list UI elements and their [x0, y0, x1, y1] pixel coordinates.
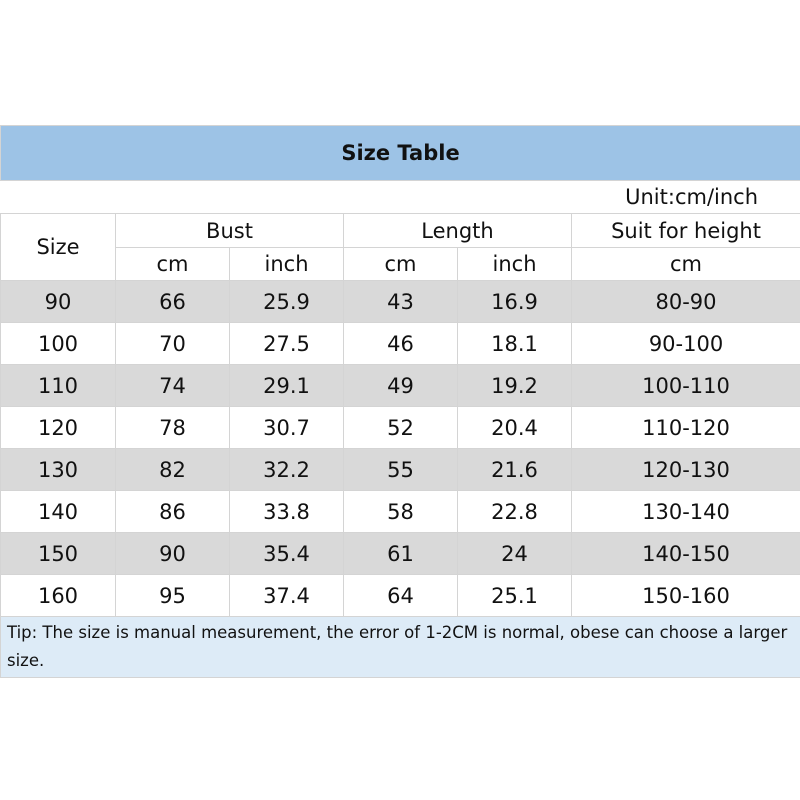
cell-length-cm: 46	[343, 322, 458, 365]
table-title: Size Table	[0, 125, 800, 181]
cell-bust-inch: 37.4	[229, 574, 344, 617]
cell-size: 130	[0, 448, 116, 491]
cell-length-cm: 58	[343, 490, 458, 533]
table-row: 120 78 30.7 52 20.4 110-120	[0, 406, 800, 449]
table-row: 90 66 25.9 43 16.9 80-90	[0, 280, 800, 323]
cell-bust-inch: 35.4	[229, 532, 344, 575]
cell-bust-cm: 70	[115, 322, 230, 365]
header-height-cm: cm	[570, 247, 800, 281]
cell-size: 110	[0, 364, 116, 407]
cell-size: 90	[0, 280, 116, 323]
cell-bust-inch: 29.1	[229, 364, 344, 407]
cell-length-inch: 19.2	[457, 364, 572, 407]
cell-bust-cm: 74	[115, 364, 230, 407]
header-bust: Bust	[115, 213, 344, 248]
cell-size: 160	[0, 574, 116, 617]
header-length-inch: inch	[457, 247, 572, 281]
cell-length-inch: 20.4	[457, 406, 572, 449]
cell-bust-cm: 86	[115, 490, 230, 533]
cell-bust-inch: 25.9	[229, 280, 344, 323]
table-row: 130 82 32.2 55 21.6 120-130	[0, 448, 800, 491]
cell-height-cm: 80-90	[570, 280, 800, 323]
table-row: 150 90 35.4 61 24 140-150	[0, 532, 800, 575]
cell-length-inch: 25.1	[457, 574, 572, 617]
header-bust-cm: cm	[115, 247, 230, 281]
cell-size: 100	[0, 322, 116, 365]
header-length-cm: cm	[343, 247, 458, 281]
cell-bust-inch: 30.7	[229, 406, 344, 449]
cell-length-cm: 49	[343, 364, 458, 407]
cell-bust-cm: 78	[115, 406, 230, 449]
cell-bust-cm: 90	[115, 532, 230, 575]
cell-bust-inch: 32.2	[229, 448, 344, 491]
header-bust-inch: inch	[229, 247, 344, 281]
cell-length-inch: 21.6	[457, 448, 572, 491]
header-length: Length	[343, 213, 572, 248]
cell-length-cm: 61	[343, 532, 458, 575]
cell-height-cm: 140-150	[570, 532, 800, 575]
size-table: Size Table Unit:cm/inch Size Bust Length…	[0, 125, 800, 678]
cell-bust-cm: 95	[115, 574, 230, 617]
cell-length-inch: 24	[457, 532, 572, 575]
table-row: 110 74 29.1 49 19.2 100-110	[0, 364, 800, 407]
cell-length-cm: 43	[343, 280, 458, 323]
cell-length-cm: 55	[343, 448, 458, 491]
table-row: 100 70 27.5 46 18.1 90-100	[0, 322, 800, 365]
cell-height-cm: 110-120	[570, 406, 800, 449]
cell-length-inch: 18.1	[457, 322, 572, 365]
cell-bust-inch: 27.5	[229, 322, 344, 365]
size-table-container: Size Table Unit:cm/inch Size Bust Length…	[0, 125, 800, 678]
cell-height-cm: 90-100	[570, 322, 800, 365]
cell-length-cm: 64	[343, 574, 458, 617]
unit-label: Unit:cm/inch	[0, 180, 800, 214]
table-row: 160 95 37.4 64 25.1 150-160	[0, 574, 800, 617]
cell-size: 120	[0, 406, 116, 449]
tip-note: Tip: The size is manual measurement, the…	[0, 616, 800, 678]
cell-length-cm: 52	[343, 406, 458, 449]
cell-bust-inch: 33.8	[229, 490, 344, 533]
cell-size: 150	[0, 532, 116, 575]
table-row: 140 86 33.8 58 22.8 130-140	[0, 490, 800, 533]
cell-height-cm: 120-130	[570, 448, 800, 491]
cell-height-cm: 150-160	[570, 574, 800, 617]
cell-length-inch: 22.8	[457, 490, 572, 533]
cell-size: 140	[0, 490, 116, 533]
cell-bust-cm: 82	[115, 448, 230, 491]
cell-height-cm: 100-110	[570, 364, 800, 407]
header-height: Suit for height	[570, 213, 800, 248]
cell-length-inch: 16.9	[457, 280, 572, 323]
cell-height-cm: 130-140	[570, 490, 800, 533]
cell-bust-cm: 66	[115, 280, 230, 323]
header-size: Size	[0, 213, 116, 281]
